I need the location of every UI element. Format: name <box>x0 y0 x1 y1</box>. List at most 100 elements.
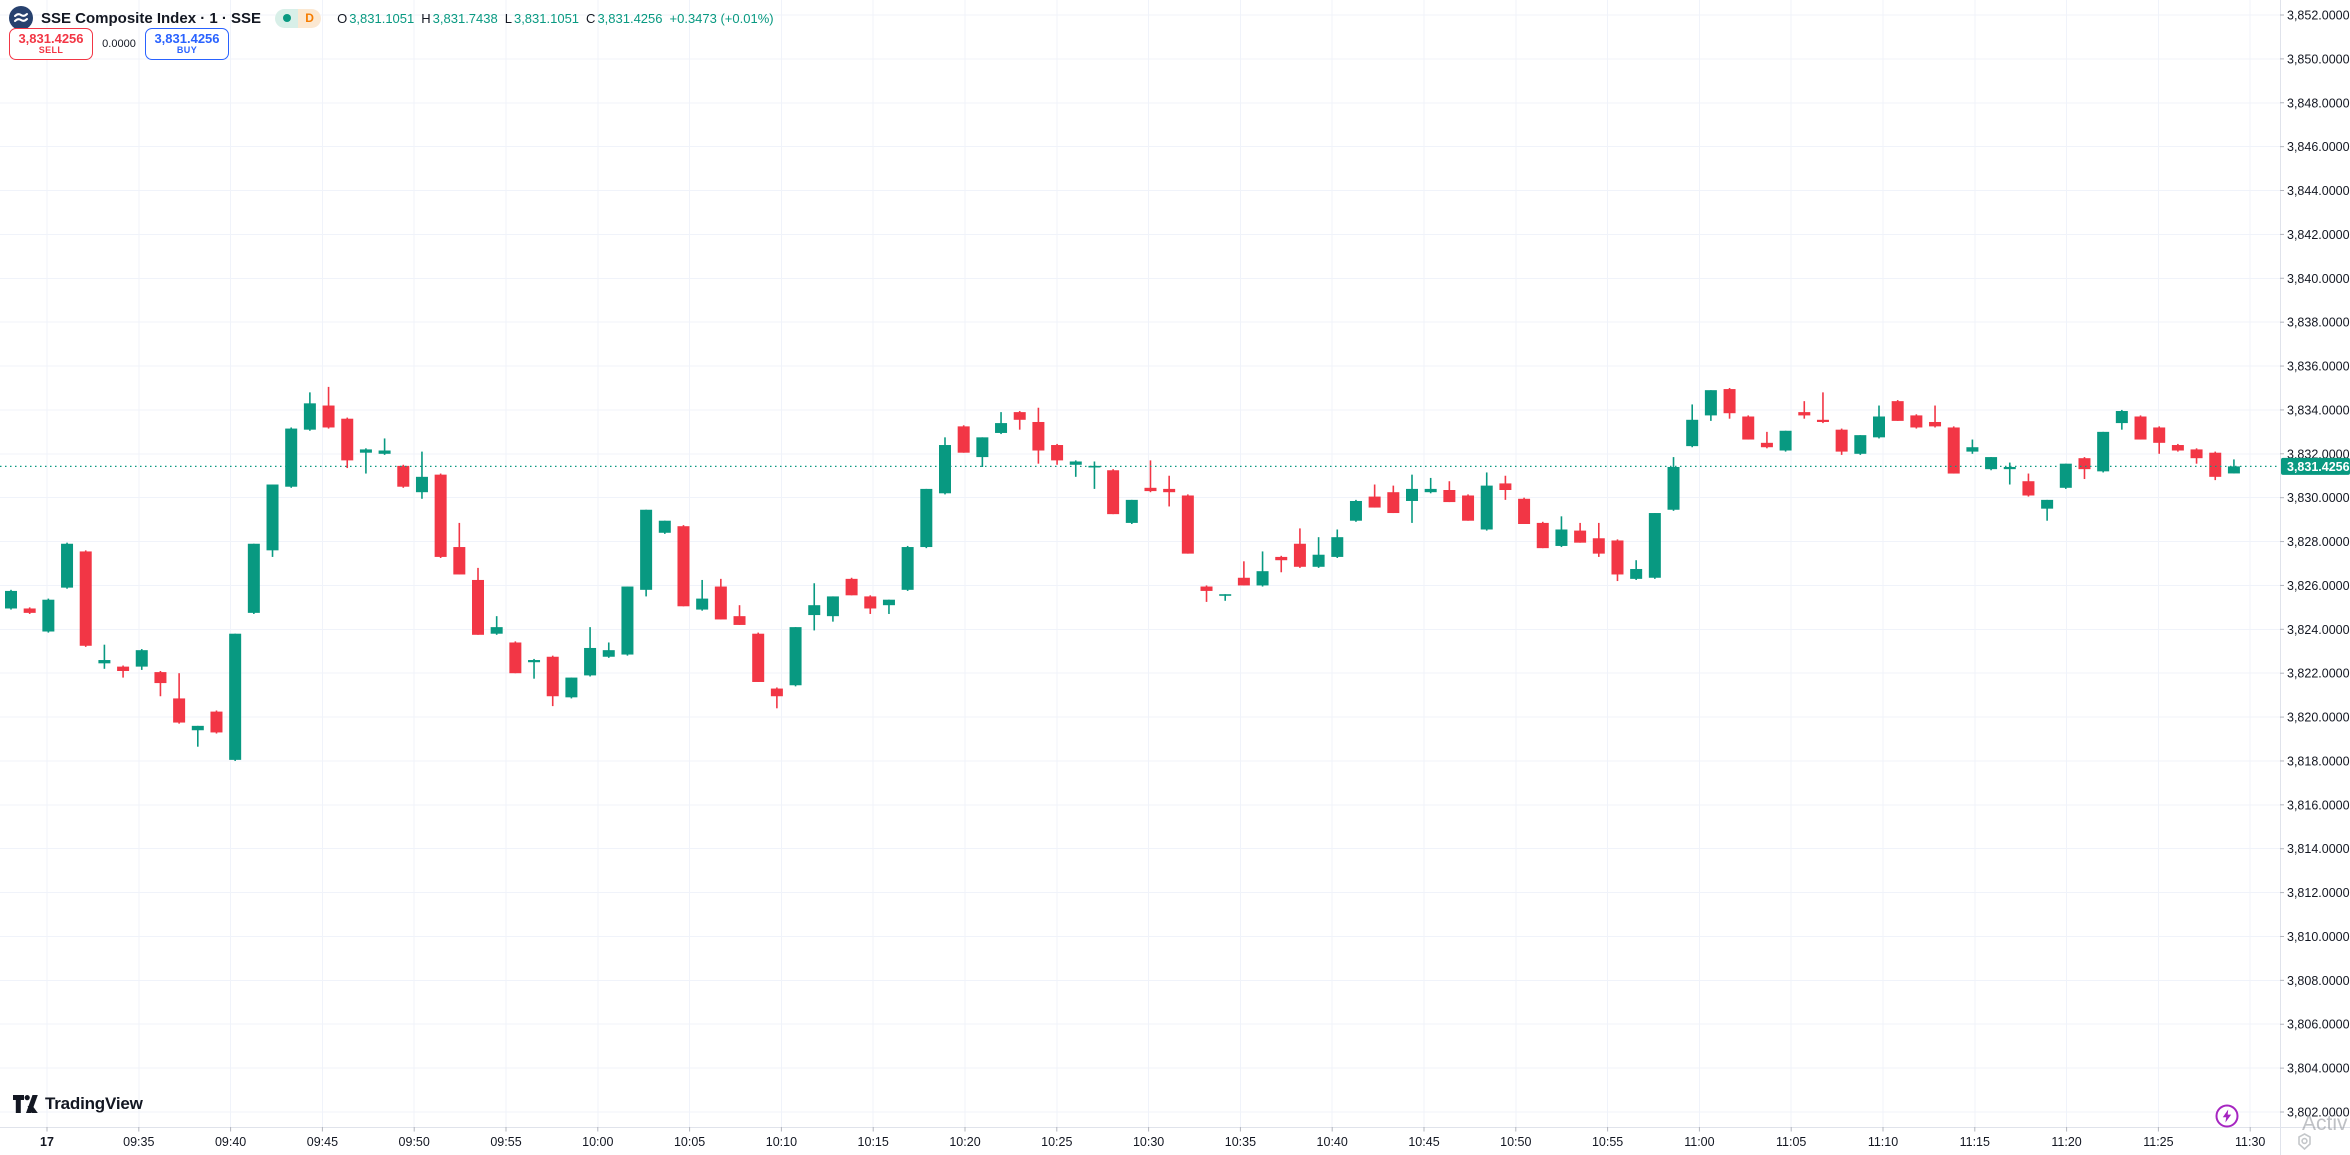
candle[interactable] <box>1854 435 1867 455</box>
candle[interactable] <box>1816 392 1829 424</box>
quick-trade-button[interactable] <box>2215 1104 2239 1128</box>
candle[interactable] <box>61 542 74 589</box>
candle[interactable] <box>154 671 167 697</box>
candle[interactable] <box>995 412 1008 435</box>
candle[interactable] <box>266 484 279 557</box>
candle[interactable] <box>602 642 615 658</box>
candle[interactable] <box>1013 411 1026 430</box>
candle[interactable] <box>434 473 447 559</box>
candle[interactable] <box>1144 460 1157 493</box>
candle[interactable] <box>1312 537 1325 568</box>
symbol-title[interactable]: SSE Composite Index · 1 · SSE <box>41 9 262 27</box>
candle[interactable] <box>1499 475 1512 500</box>
candle[interactable] <box>2003 462 2016 485</box>
candle[interactable] <box>640 509 653 597</box>
candle[interactable] <box>1611 539 1624 582</box>
candle[interactable] <box>1518 497 1531 525</box>
candle[interactable] <box>808 583 821 631</box>
candle[interactable] <box>1910 414 1923 429</box>
candle[interactable] <box>1237 561 1250 586</box>
candle[interactable] <box>359 448 372 474</box>
candle[interactable] <box>1051 443 1064 465</box>
candle[interactable] <box>1760 431 1773 449</box>
candle[interactable] <box>1032 407 1045 464</box>
candle[interactable] <box>1480 472 1493 531</box>
candle[interactable] <box>1107 469 1120 515</box>
candle[interactable] <box>1966 439 1979 454</box>
candle[interactable] <box>79 550 92 647</box>
candle[interactable] <box>1779 430 1792 452</box>
candle[interactable] <box>397 464 410 488</box>
candle[interactable] <box>546 655 559 707</box>
candle[interactable] <box>1929 405 1942 428</box>
candle[interactable] <box>714 578 727 620</box>
candle[interactable] <box>509 641 522 674</box>
candle[interactable] <box>415 451 428 499</box>
candle[interactable] <box>1648 513 1661 579</box>
candle[interactable] <box>770 687 783 709</box>
candle[interactable] <box>117 665 130 678</box>
candle[interactable] <box>2097 431 2110 473</box>
candle[interactable] <box>1742 415 1755 440</box>
candle[interactable] <box>173 673 186 724</box>
candle[interactable] <box>1331 529 1344 559</box>
candle[interactable] <box>733 605 746 625</box>
candle[interactable] <box>135 649 148 670</box>
buy-button[interactable]: 3,831.4256 BUY <box>145 28 229 60</box>
candle[interactable] <box>1667 457 1680 511</box>
candle[interactable] <box>229 633 242 761</box>
candle[interactable] <box>789 627 802 687</box>
sell-button[interactable]: 3,831.4256 SELL <box>9 28 93 60</box>
candle[interactable] <box>341 417 354 469</box>
candle[interactable] <box>957 425 970 453</box>
candle[interactable] <box>1349 499 1362 522</box>
candle[interactable] <box>2078 457 2091 480</box>
candle[interactable] <box>1069 460 1082 477</box>
candle[interactable] <box>1387 485 1400 514</box>
candle[interactable] <box>1163 475 1176 507</box>
candle[interactable] <box>584 627 597 677</box>
candle[interactable] <box>285 427 298 488</box>
candle[interactable] <box>2022 473 2035 497</box>
candle[interactable] <box>752 632 765 682</box>
candle[interactable] <box>920 488 933 549</box>
candle[interactable] <box>1985 457 1998 471</box>
candle[interactable] <box>1088 461 1101 489</box>
candle[interactable] <box>677 525 690 607</box>
candle[interactable] <box>303 392 316 431</box>
candle[interactable] <box>565 677 578 699</box>
candle[interactable] <box>1536 521 1549 549</box>
candle[interactable] <box>1293 528 1306 568</box>
candle[interactable] <box>1592 522 1605 557</box>
candle[interactable] <box>1181 494 1194 554</box>
candle[interactable] <box>490 616 503 635</box>
candle[interactable] <box>976 437 989 467</box>
candle[interactable] <box>658 520 671 534</box>
candle[interactable] <box>864 595 877 614</box>
candle[interactable] <box>1686 404 1699 448</box>
candle[interactable] <box>1406 474 1418 523</box>
candle[interactable] <box>472 567 484 635</box>
candle[interactable] <box>2115 409 2128 430</box>
candle[interactable] <box>23 607 36 614</box>
candle[interactable] <box>453 522 466 575</box>
candle[interactable] <box>528 658 541 679</box>
candle[interactable] <box>1723 387 1736 419</box>
candle[interactable] <box>901 545 914 591</box>
candle[interactable] <box>1630 560 1643 580</box>
time-axis[interactable] <box>0 1128 2350 1155</box>
candle[interactable] <box>1891 400 1904 421</box>
candle[interactable] <box>1574 522 1587 543</box>
candle[interactable] <box>1798 401 1811 419</box>
candle[interactable] <box>1424 477 1437 494</box>
candle[interactable] <box>1704 390 1717 421</box>
price-axis[interactable] <box>2281 0 2350 1127</box>
candle[interactable] <box>2059 463 2072 489</box>
candle[interactable] <box>1200 585 1213 602</box>
candle[interactable] <box>2134 415 2147 440</box>
candle[interactable] <box>1947 426 1960 474</box>
tradingview-logo[interactable]: TradingView <box>13 1094 143 1114</box>
candle[interactable] <box>5 589 17 610</box>
candle[interactable] <box>826 596 839 622</box>
